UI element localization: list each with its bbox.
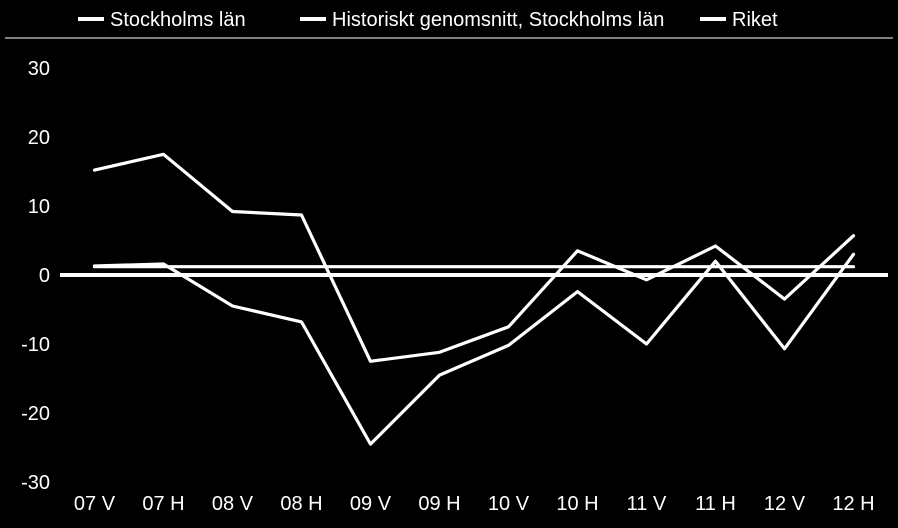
x-tick-label: 12 H [832,493,874,515]
y-tick-label: -20 [21,403,50,425]
x-tick-label: 09 V [350,493,392,515]
y-tick-label: 10 [28,196,50,218]
y-tick-label: -30 [21,472,50,494]
legend-label-historic: Historiskt genomsnitt, Stockholms län [332,9,664,31]
x-tick-label: 10 V [488,493,530,515]
x-tick-label: 08 V [212,493,254,515]
y-tick-label: -10 [21,334,50,356]
x-tick-label: 07 V [74,493,116,515]
x-tick-label: 11 H [695,493,736,515]
y-tick-label: 20 [28,127,50,149]
legend-label-stockholm: Stockholms län [110,9,246,31]
x-tick-label: 12 V [764,493,806,515]
legend-label-riket: Riket [732,9,778,31]
line-chart: -30 -20 -10 0 10 20 30 07 V 07 H 08 V 08 H 09 V 09 H… [0,0,898,528]
x-tick-label: 11 V [627,493,667,515]
x-tick-label: 07 H [142,493,184,515]
y-tick-label: 0 [39,265,50,287]
x-tick-label: 09 H [418,493,460,515]
x-tick-label: 08 H [280,493,322,515]
y-tick-label: 30 [28,58,50,80]
x-tick-label: 10 H [556,493,598,515]
